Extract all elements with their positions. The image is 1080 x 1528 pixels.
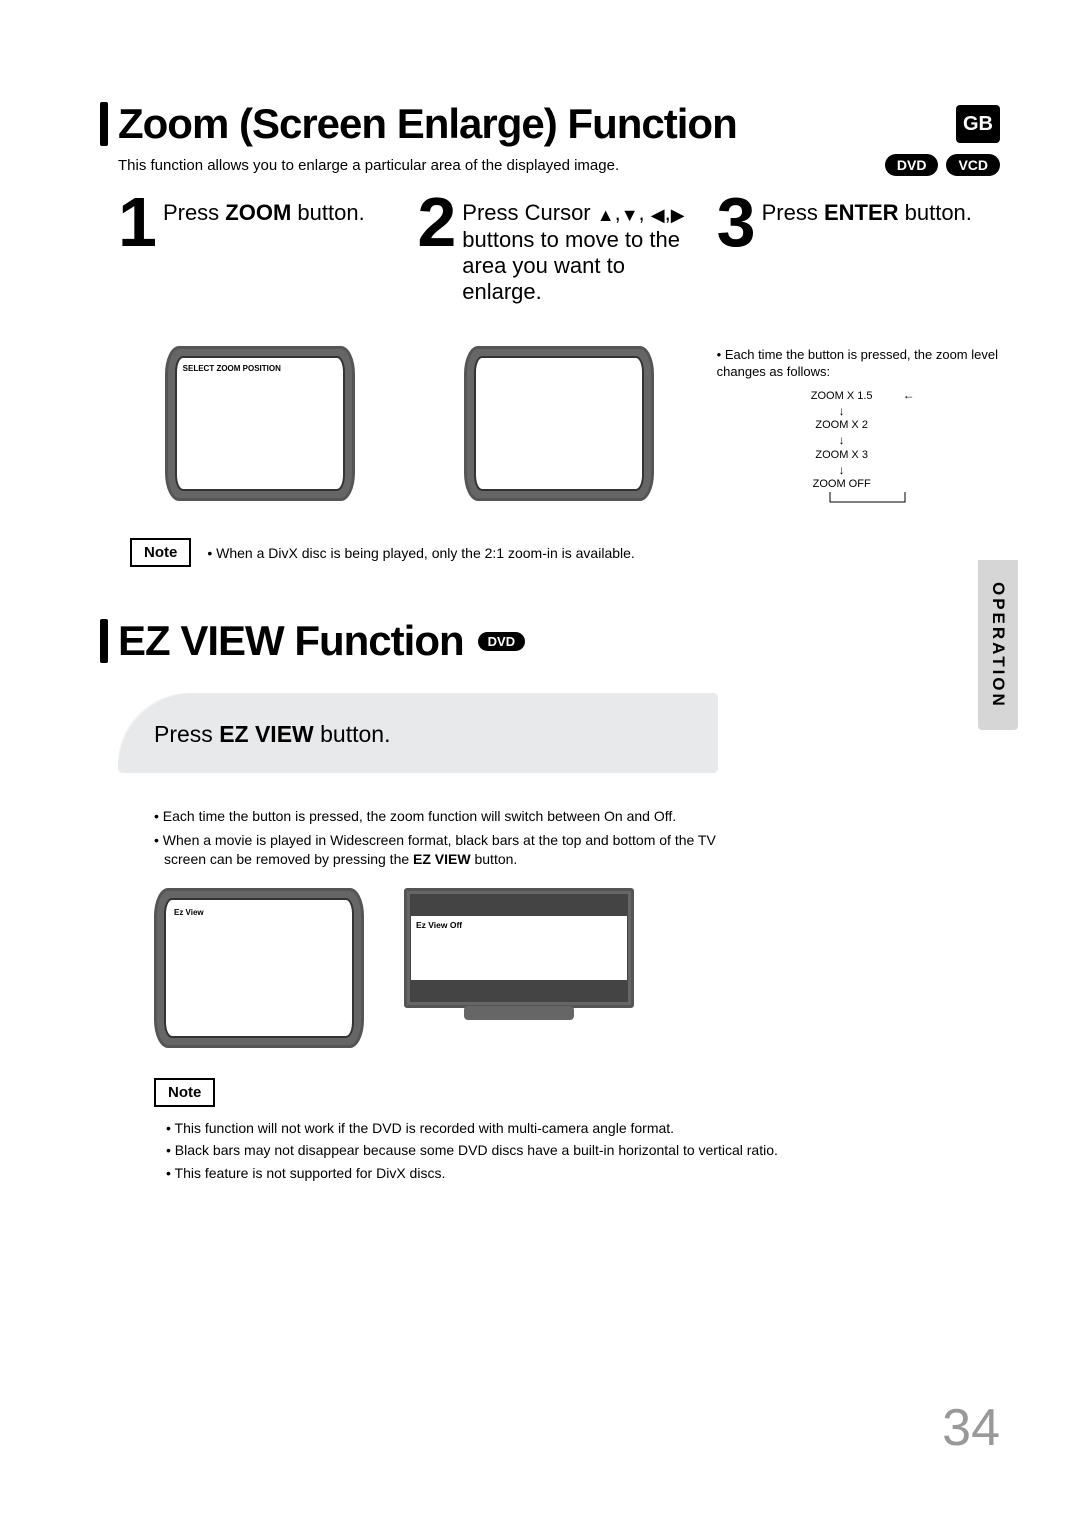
- ez-bullet-1: Each time the button is pressed, the zoo…: [154, 807, 754, 827]
- step-3-text: Press ENTER button.: [762, 194, 972, 226]
- step-1-a: Press: [163, 200, 225, 225]
- side-tab-label: OPERATION: [988, 582, 1008, 709]
- tv1-label: SELECT ZOOM POSITION: [183, 364, 281, 373]
- zoom-flow-return-line: [785, 492, 915, 510]
- zoom-level-off: ZOOM OFF: [785, 479, 899, 490]
- cursor-right-icon: ▶: [671, 205, 685, 225]
- ez-note-3: This feature is not supported for DivX d…: [166, 1162, 906, 1184]
- ez-heading-b: EZ VIEW: [219, 721, 314, 747]
- ez-heading-c: button.: [314, 721, 391, 747]
- tv-stand: [464, 1006, 574, 1020]
- arrow-down-icon: ↓: [785, 404, 899, 418]
- ez-heading: Press EZ VIEW button.: [154, 721, 390, 748]
- cursor-down-icon: ▼: [621, 205, 639, 225]
- zoom-title: Zoom (Screen Enlarge) Function: [118, 100, 737, 148]
- zoom-subtitle: This function allows you to enlarge a pa…: [118, 157, 619, 174]
- tv-diagram-ezview-on: Ez View: [154, 888, 364, 1048]
- note-badge: Note: [130, 538, 191, 567]
- tv-diagram-1: SELECT ZOOM POSITION: [165, 346, 355, 501]
- zoom-levels-note-text: Each time the button is pressed, the zoo…: [717, 347, 998, 380]
- cursor-up-icon: ▲: [597, 205, 615, 225]
- arrow-left-icon: ←: [903, 389, 915, 401]
- arrow-down-icon: ↓: [785, 433, 899, 447]
- step-3-a: Press: [762, 200, 824, 225]
- arrow-down-icon: ↓: [785, 463, 899, 477]
- zoom-levels-note: • Each time the button is pressed, the z…: [717, 346, 1000, 381]
- ez-note-2: Black bars may not disappear because som…: [166, 1139, 906, 1161]
- ez-bullet-2c: button.: [471, 851, 518, 867]
- page-number: 34: [942, 1398, 1000, 1458]
- tv-diagram-ezview-off: Ez View Off: [404, 888, 634, 1008]
- step-2-text: Press Cursor ▲,▼, ◀,▶ buttons to move to…: [462, 194, 700, 306]
- pill-dvd-ez: DVD: [478, 632, 525, 651]
- ez-bullet-2b: EZ VIEW: [413, 851, 471, 867]
- ez-title: EZ VIEW Function: [118, 617, 464, 665]
- step-1: 1 Press ZOOM button.: [118, 194, 401, 306]
- step-1-num: 1: [118, 194, 157, 250]
- step-2-b: buttons to move to the area you want to …: [462, 227, 680, 305]
- gb-badge: GB: [956, 105, 1000, 143]
- step-1-b: ZOOM: [225, 200, 291, 225]
- step-1-c: button.: [291, 200, 364, 225]
- step-3-c: button.: [899, 200, 972, 225]
- tv-diagram-2: [464, 346, 654, 501]
- pill-dvd: DVD: [885, 154, 939, 176]
- side-tab: OPERATION: [978, 560, 1018, 730]
- zoom-level-1: ZOOM X 1.5: [785, 391, 899, 402]
- pill-vcd: VCD: [946, 154, 1000, 176]
- title-accent-bar: [100, 619, 108, 663]
- ez-bullet-2: When a movie is played in Widescreen for…: [154, 831, 754, 870]
- step-3: 3 Press ENTER button.: [717, 194, 1000, 306]
- step-3-b: ENTER: [824, 200, 899, 225]
- title-accent-bar: [100, 102, 108, 146]
- step-2-num: 2: [417, 194, 456, 250]
- note-badge-ez: Note: [154, 1078, 215, 1107]
- ez-note-1: This function will not work if the DVD i…: [166, 1117, 906, 1139]
- zoom-level-3: ZOOM X 3: [785, 450, 899, 461]
- step-2: 2 Press Cursor ▲,▼, ◀,▶ buttons to move …: [417, 194, 700, 306]
- zoom-note-text: When a DivX disc is being played, only t…: [207, 545, 634, 561]
- ez-off-label: Ez View Off: [416, 920, 462, 930]
- step-2-a: Press Cursor: [462, 200, 590, 225]
- zoom-flow-diagram: ZOOM X 1.5 ↓ ZOOM X 2 ↓ ZOOM X 3 ↓ ZOOM …: [785, 389, 915, 510]
- step-3-num: 3: [717, 194, 756, 250]
- ez-on-label: Ez View: [174, 908, 204, 917]
- ez-heading-a: Press: [154, 721, 219, 747]
- zoom-level-2: ZOOM X 2: [785, 420, 899, 431]
- cursor-left-icon: ◀: [651, 205, 665, 225]
- step-1-text: Press ZOOM button.: [163, 194, 365, 226]
